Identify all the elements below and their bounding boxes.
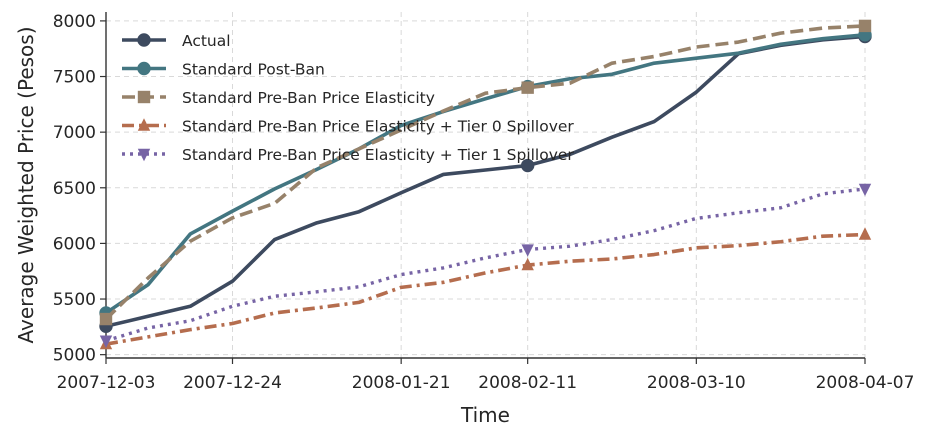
y-tick-label: 5500 xyxy=(53,290,96,310)
x-tick-label: 2008-02-11 xyxy=(478,373,577,393)
x-tick-label: 2008-03-10 xyxy=(647,373,746,393)
legend-entry: Standard Pre-Ban Price Elasticity + Tier… xyxy=(122,118,574,136)
legend-swatch-marker xyxy=(137,33,151,47)
series-line xyxy=(104,33,866,315)
legend-label: Standard Pre-Ban Price Elasticity + Tier… xyxy=(182,118,574,136)
legend: Actual Standard Post-Ban Standard Pre-Ban … xyxy=(122,32,574,164)
y-axis-label: Average Weighted Price (Pesos) xyxy=(14,26,38,343)
x-tick-label: 2007-12-03 xyxy=(57,373,156,393)
legend-swatch-marker xyxy=(137,148,151,162)
data-point-marker xyxy=(521,81,534,94)
x-tick-label: 2008-04-07 xyxy=(816,373,915,393)
data-point-marker xyxy=(99,312,113,326)
x-tick-label: 2008-01-21 xyxy=(352,373,451,393)
series-line xyxy=(105,232,866,346)
data-point-marker xyxy=(858,183,872,197)
y-tick-label: 7500 xyxy=(53,68,96,88)
series-line xyxy=(105,187,866,343)
legend-label: Actual xyxy=(182,32,231,50)
data-point-marker xyxy=(521,244,534,257)
series-5 xyxy=(99,183,872,348)
data-point-marker xyxy=(521,257,534,271)
axes: 5000 5500 6000 6500 7000 7500 8000 2007-12-03 20… xyxy=(53,12,915,393)
data-point-marker xyxy=(858,19,872,33)
series-4 xyxy=(99,227,872,350)
legend-entry: Standard Pre-Ban Price Elasticity + Tier… xyxy=(122,146,574,164)
data-point-marker xyxy=(858,227,872,240)
x-axis-label: Time xyxy=(460,403,510,427)
y-tick-label: 8000 xyxy=(53,12,96,32)
series-3 xyxy=(99,19,872,326)
legend-label: Standard Post-Ban xyxy=(182,61,325,79)
legend-swatch-marker xyxy=(137,90,151,104)
legend-entry: Standard Pre-Ban Price Elasticity xyxy=(122,89,435,107)
series xyxy=(99,19,872,350)
legend-label: Standard Pre-Ban Price Elasticity xyxy=(182,89,435,107)
y-tick-label: 5000 xyxy=(53,346,96,366)
y-tick-label: 7000 xyxy=(53,123,96,143)
x-tick-label: 2007-12-24 xyxy=(183,373,282,393)
y-tick-label: 6000 xyxy=(53,234,96,254)
legend-label: Standard Pre-Ban Price Elasticity + Tier… xyxy=(182,146,574,164)
y-tick-label: 6500 xyxy=(53,179,96,199)
legend-entry: Standard Post-Ban xyxy=(122,61,325,79)
series-line xyxy=(105,34,866,329)
data-point-marker xyxy=(99,335,113,348)
data-point-marker xyxy=(520,158,535,173)
legend-entry: Actual xyxy=(122,32,231,50)
legend-swatch-marker xyxy=(137,61,151,76)
series-line xyxy=(104,24,866,321)
legend-swatch-marker xyxy=(137,118,151,131)
